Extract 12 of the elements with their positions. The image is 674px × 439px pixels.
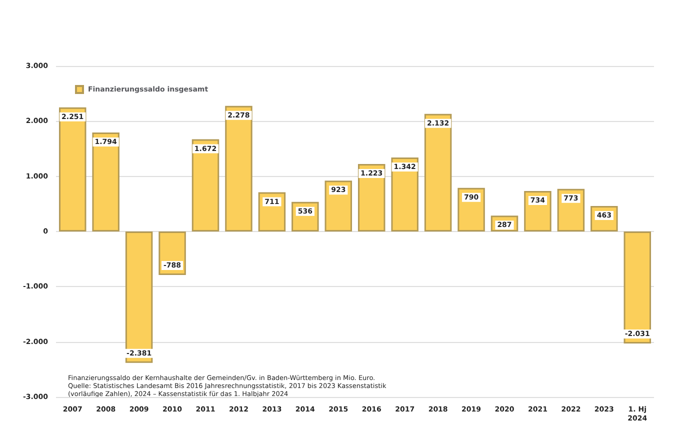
bar — [192, 139, 220, 232]
bar — [324, 180, 352, 232]
bar — [391, 157, 418, 232]
bar — [358, 164, 386, 232]
bar — [624, 232, 652, 344]
bar — [58, 107, 86, 232]
bar — [524, 191, 552, 232]
bar — [225, 106, 252, 232]
bar — [458, 188, 485, 232]
bar — [424, 114, 452, 232]
bar — [92, 132, 120, 232]
bar — [125, 232, 153, 363]
